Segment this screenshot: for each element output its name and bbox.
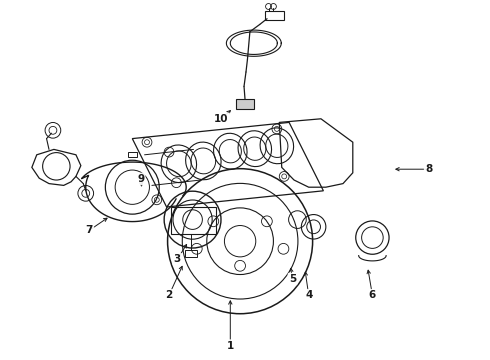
Bar [185,250,197,257]
Text: 10: 10 [214,114,229,124]
Text: 2: 2 [166,290,172,300]
Bar [265,11,284,20]
Text: 4: 4 [305,290,313,300]
Text: 9: 9 [137,174,144,184]
Text: 7: 7 [85,225,93,235]
Bar [128,152,137,157]
Text: 5: 5 [289,274,296,284]
Bar [236,99,254,109]
Text: 8: 8 [425,164,432,174]
Text: 3: 3 [174,254,181,264]
Text: 6: 6 [369,290,376,300]
Text: 1: 1 [227,341,234,351]
